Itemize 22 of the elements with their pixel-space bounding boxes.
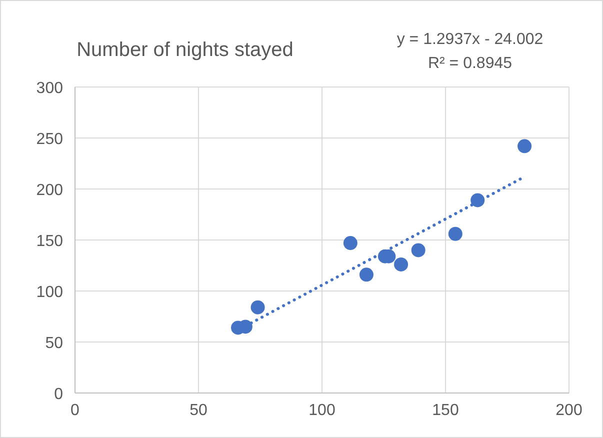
point [343, 236, 358, 250]
point [250, 300, 265, 314]
x-tick-label: 50 [190, 402, 208, 419]
y-tick-label: 50 [45, 335, 64, 352]
point [394, 257, 408, 272]
x-tick-label: 200 [556, 402, 582, 419]
y-tick-label: 100 [36, 284, 64, 301]
point [448, 226, 462, 241]
y-tick-label: 250 [36, 131, 64, 148]
chart-title: Number of nights stayed [76, 39, 294, 61]
y-tick-label: 300 [36, 80, 64, 97]
y-tick-label: 0 [54, 386, 64, 403]
x-tick-label: 100 [308, 402, 336, 419]
text: R² = 0.8945 [428, 55, 512, 72]
point [359, 268, 374, 282]
point [518, 139, 532, 154]
y-tick-label: 150 [36, 233, 64, 250]
text: y = 1.2937x - 24.002 [396, 31, 544, 48]
y-tick-label: 200 [36, 182, 64, 199]
point [411, 243, 426, 258]
x-tick-label: 0 [70, 402, 80, 419]
x-tick-label: 150 [432, 402, 459, 419]
